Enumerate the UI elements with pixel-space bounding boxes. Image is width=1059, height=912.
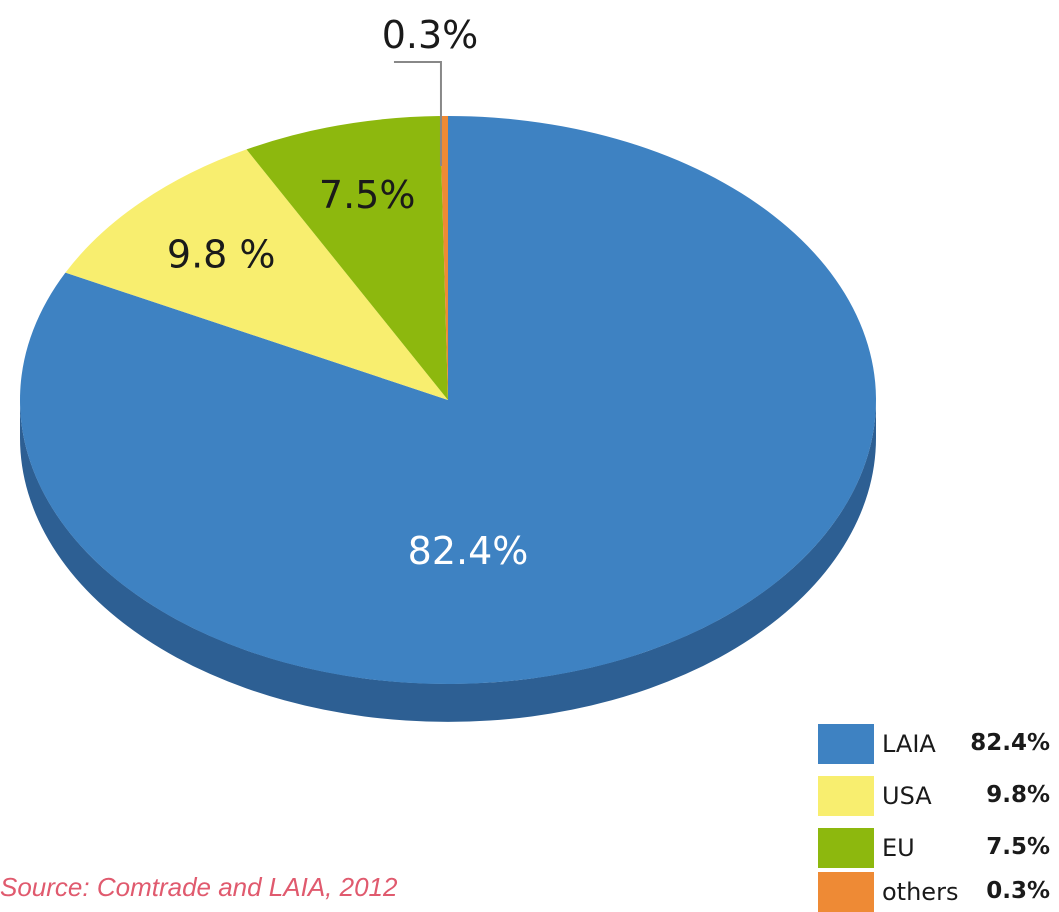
legend-swatch-eu	[818, 828, 874, 868]
pie-slice-others	[439, 116, 448, 400]
slice-label-laia: 82.4%	[408, 529, 529, 573]
legend-item-eu: EU 7.5%	[818, 828, 1054, 868]
slice-label-usa: 9.8 %	[167, 232, 276, 276]
pie-slice-laia	[19, 116, 877, 685]
legend-swatch-laia	[818, 724, 874, 764]
source-note: Source: Comtrade and LAIA, 2012	[0, 872, 398, 902]
legend-item-laia: LAIA 82.4%	[818, 724, 1054, 764]
slice-label-eu: 7.5%	[319, 173, 416, 217]
legend-label-laia: LAIA	[882, 730, 936, 758]
legend-item-usa: USA 9.8%	[818, 776, 1054, 816]
legend-swatch-usa	[818, 776, 874, 816]
pie-slice-eu	[246, 116, 448, 401]
pie-slice-usa	[65, 149, 449, 400]
leader-line-layer	[393, 61, 442, 166]
legend-label-eu: EU	[882, 834, 915, 862]
legend-label-others: others	[882, 878, 959, 906]
slice-label-others: 0.3%	[382, 13, 479, 57]
legend-swatch-others	[818, 872, 874, 912]
pie-top-layer	[19, 116, 877, 685]
legend-value-usa: 9.8%	[986, 782, 1050, 808]
legend-value-laia: 82.4%	[970, 730, 1050, 756]
leader-line-others	[393, 61, 442, 166]
slice-label-layer: 82.4% 9.8 % 7.5% 0.3%	[167, 13, 528, 573]
legend-label-usa: USA	[882, 782, 932, 810]
legend-item-others: others 0.3%	[818, 872, 1054, 912]
legend-value-others: 0.3%	[986, 878, 1050, 904]
legend-value-eu: 7.5%	[986, 834, 1050, 860]
